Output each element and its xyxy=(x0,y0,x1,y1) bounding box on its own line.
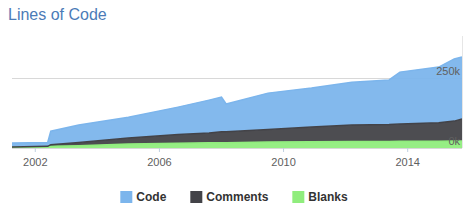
x-tick-label: 2002 xyxy=(23,156,47,168)
y-tick-label: 250k xyxy=(436,65,460,77)
legend-swatch xyxy=(190,191,202,203)
legend-swatch xyxy=(292,191,304,203)
chart: Lines of Code0k250k2002200620102014CodeC… xyxy=(0,0,468,211)
x-tick-label: 2014 xyxy=(395,156,419,168)
x-tick xyxy=(35,148,36,152)
x-tick xyxy=(283,148,284,152)
line-code xyxy=(12,57,462,143)
grid-line xyxy=(12,148,462,149)
title: Lines of Code xyxy=(8,6,107,23)
y-axis-line xyxy=(462,36,463,148)
plot-area xyxy=(12,57,462,148)
x-tick xyxy=(159,148,160,152)
legend: Code Comments Blanks xyxy=(120,190,348,204)
legend-label: Comments xyxy=(206,190,268,204)
legend-swatch xyxy=(120,191,132,203)
line-comments xyxy=(12,119,462,147)
area-code xyxy=(12,57,462,147)
x-tick-label: 2006 xyxy=(147,156,171,168)
x-tick xyxy=(407,148,408,152)
legend-label: Code xyxy=(136,190,166,204)
y-tick-label: 0k xyxy=(448,135,460,147)
legend-label: Blanks xyxy=(308,190,348,204)
x-tick-label: 2010 xyxy=(271,156,295,168)
